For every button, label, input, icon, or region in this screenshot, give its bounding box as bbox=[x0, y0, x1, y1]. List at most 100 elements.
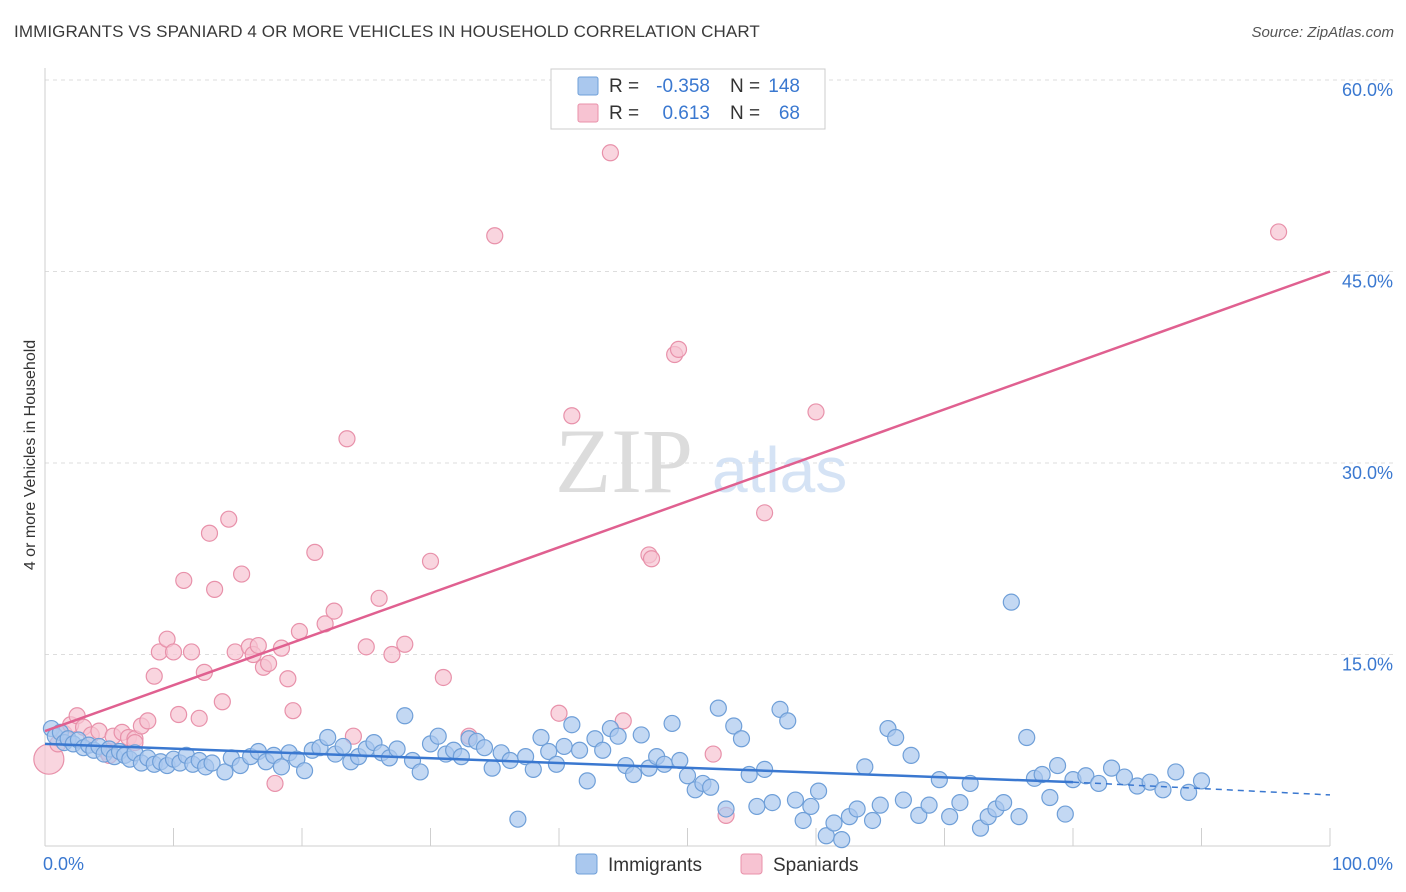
legend-n-value-1: 148 bbox=[768, 76, 800, 97]
y-tick-label-2: 45.0% bbox=[1342, 272, 1393, 292]
watermark-atlas: atlas bbox=[712, 434, 847, 506]
immigrants-point-144 bbox=[1154, 781, 1172, 799]
spaniards-point-50 bbox=[434, 668, 452, 687]
immigrants-point-100 bbox=[763, 793, 781, 812]
spaniards-point-27 bbox=[220, 510, 238, 528]
spaniards-trend-line bbox=[44, 270, 1331, 733]
immigrants-point-104 bbox=[794, 811, 812, 830]
immigrants-point-94 bbox=[717, 800, 735, 818]
immigrants-point-55 bbox=[411, 763, 429, 781]
immigrants-point-43 bbox=[319, 728, 337, 747]
legend-r-label-1: R = bbox=[609, 76, 639, 97]
spaniards-point-65 bbox=[1269, 223, 1288, 241]
spaniards-point-47 bbox=[383, 645, 401, 664]
spaniards-point-55 bbox=[601, 144, 620, 162]
immigrants-point-136 bbox=[1056, 805, 1074, 823]
spaniards-point-60 bbox=[669, 340, 688, 358]
immigrants-point-128 bbox=[995, 793, 1013, 812]
immigrants-point-116 bbox=[887, 728, 905, 747]
series-legend-swatch-spaniards bbox=[740, 853, 763, 875]
spaniards-point-58 bbox=[642, 550, 661, 568]
spaniards-point-54 bbox=[563, 407, 581, 425]
immigrants-point-138 bbox=[1077, 767, 1095, 785]
immigrants-point-86 bbox=[655, 755, 673, 773]
immigrants-point-134 bbox=[1041, 788, 1059, 807]
immigrants-point-64 bbox=[483, 759, 501, 777]
spaniards-point-63 bbox=[755, 504, 774, 522]
series-legend-label-spaniards: Spaniards bbox=[773, 855, 859, 876]
spaniards-point-26 bbox=[213, 693, 231, 711]
immigrants-point-29 bbox=[203, 754, 221, 772]
immigrants-point-80 bbox=[609, 727, 627, 745]
immigrants-point-112 bbox=[856, 758, 874, 776]
immigrants-point-45 bbox=[334, 737, 352, 756]
immigrants-point-76 bbox=[578, 772, 596, 790]
spaniards-point-22 bbox=[190, 709, 208, 727]
spaniards-point-24 bbox=[200, 524, 219, 542]
spaniards-point-35 bbox=[266, 774, 284, 793]
immigrants-point-57 bbox=[429, 727, 447, 745]
spaniards-point-53 bbox=[550, 704, 568, 722]
legend-r-value-2: 0.613 bbox=[662, 103, 710, 124]
immigrants-point-146 bbox=[1180, 783, 1198, 801]
spaniards-point-15 bbox=[145, 667, 163, 685]
immigrants-point-130 bbox=[1010, 808, 1028, 826]
trend-lines bbox=[44, 270, 1331, 796]
immigrants-point-147 bbox=[1192, 772, 1211, 790]
immigrants-point-105 bbox=[802, 797, 820, 816]
immigrants-point-129 bbox=[1002, 593, 1020, 611]
spaniards-point-46 bbox=[370, 589, 388, 607]
spaniards-point-56 bbox=[614, 712, 632, 730]
spaniards-point-61 bbox=[704, 745, 722, 763]
y-tick-label-1: 30.0% bbox=[1342, 463, 1393, 483]
watermark: ZIP atlas bbox=[555, 410, 847, 512]
spaniards-point-38 bbox=[284, 702, 302, 720]
immigrants-point-53 bbox=[396, 707, 414, 725]
immigrants-point-113 bbox=[863, 811, 882, 830]
spaniards-point-40 bbox=[306, 543, 324, 561]
immigrants-point-103 bbox=[786, 791, 805, 809]
immigrants-point-118 bbox=[902, 746, 920, 764]
legend-swatch-immigrants bbox=[577, 76, 599, 96]
immigrants-point-40 bbox=[295, 762, 314, 780]
spaniards-point-48 bbox=[396, 635, 414, 653]
immigrants-point-89 bbox=[678, 767, 697, 785]
immigrants-point-123 bbox=[951, 793, 969, 812]
immigrants-point-87 bbox=[663, 714, 681, 733]
immigrants-point-30 bbox=[216, 763, 234, 781]
x-tick-labels: 0.0% 100.0% bbox=[43, 854, 1393, 874]
immigrants-trend-line bbox=[44, 742, 1074, 784]
spaniards-point-19 bbox=[170, 705, 188, 724]
immigrants-point-108 bbox=[825, 814, 843, 832]
immigrants-point-74 bbox=[563, 716, 581, 734]
spaniards-point-37 bbox=[279, 670, 297, 688]
correlation-legend: R = -0.358 N = 148 R = 0.613 N = 68 bbox=[550, 68, 826, 130]
immigrants-point-141 bbox=[1115, 768, 1134, 786]
source-label: Source: ZipAtlas.com bbox=[1251, 24, 1394, 41]
spaniards-point-49 bbox=[421, 552, 440, 570]
spaniards-point-32 bbox=[249, 636, 267, 655]
immigrants-point-73 bbox=[555, 737, 573, 756]
immigrants-point-71 bbox=[540, 742, 558, 761]
chart-title: IMMIGRANTS VS SPANIARD 4 OR MORE VEHICLE… bbox=[14, 22, 760, 41]
spaniards-point-25 bbox=[206, 580, 224, 598]
spaniards-point-34 bbox=[259, 654, 278, 673]
immigrants-point-93 bbox=[709, 699, 727, 717]
legend-r-label-2: R = bbox=[609, 103, 639, 124]
immigrants-trend-extension bbox=[1072, 781, 1331, 796]
y-axis-label: 4 or more Vehicles in Household bbox=[22, 340, 39, 570]
immigrants-point-109 bbox=[833, 831, 851, 849]
spaniards-point-18 bbox=[164, 643, 183, 661]
immigrants-point-70 bbox=[532, 728, 550, 747]
immigrants-point-63 bbox=[475, 739, 494, 757]
immigrants-point-96 bbox=[732, 730, 751, 748]
immigrants-point-106 bbox=[809, 782, 828, 800]
series-legend: Immigrants Spaniards bbox=[575, 853, 859, 876]
immigrants-point-119 bbox=[910, 806, 928, 824]
immigrants-point-111 bbox=[848, 800, 866, 818]
immigrants-point-95 bbox=[725, 717, 743, 735]
immigrants-point-60 bbox=[452, 748, 470, 766]
spaniards-point-20 bbox=[175, 571, 193, 590]
immigrants-point-131 bbox=[1018, 728, 1036, 747]
